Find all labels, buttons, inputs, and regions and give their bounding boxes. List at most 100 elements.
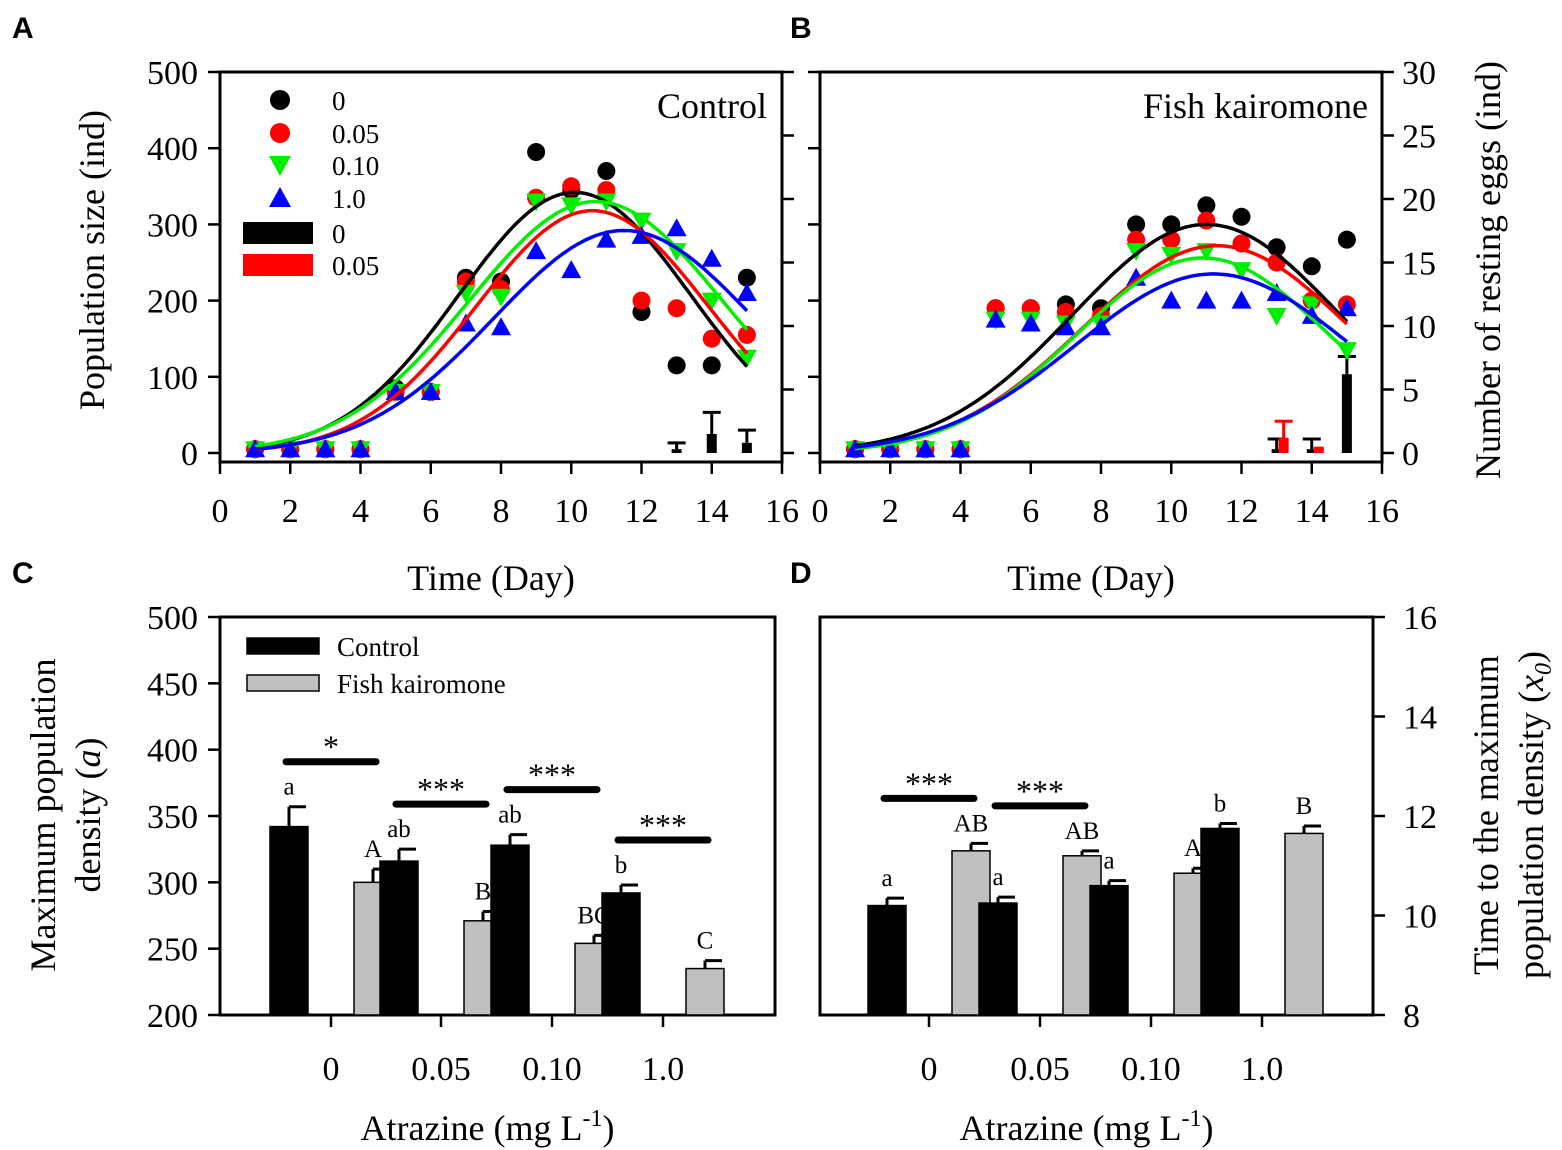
y2-tick-label-b: 0 [1402,436,1419,473]
resting-eggs-bar-b [1313,446,1324,453]
bar-letter-d: a [992,864,1003,891]
data-point-b [1197,196,1216,215]
data-point-a [702,329,721,348]
panel-b: 0 2 4 6 8 10 12 14 16 Time (Day) 0 5 10 15 20 25 30 Fish … [808,55,1436,598]
x-axis-label-b: Time (Day) [1007,558,1175,598]
panel-label-b: B [790,12,812,45]
x-tick-label-a: 10 [554,493,588,530]
x-tick-label-b: 14 [1295,493,1329,530]
data-point-a [280,439,301,458]
legend-label-control: Control [337,632,420,662]
y-tick-label-d: 12 [1403,799,1437,836]
x-tick-label-c: 1.0 [642,1051,685,1088]
data-point-b [1232,207,1251,226]
x-tick-label-a: 8 [493,493,510,530]
fit-curve-a [254,208,749,452]
x-tick-label-a: 16 [765,493,799,530]
bar-c [490,844,530,1016]
x-tick-label-d: 0.05 [1010,1051,1070,1088]
y-tick-label-c: 250 [147,932,198,969]
resting-eggs-bar-b [1278,437,1289,453]
data-point-a [632,291,651,310]
panel-label-c: C [12,557,34,590]
y-tick-label-c: 200 [147,998,198,1035]
significance-stars-c: * [323,729,339,765]
data-point-a [596,229,617,248]
data-point-a [491,317,511,336]
data-point-a [420,382,441,401]
bar-letter-c: a [283,774,294,801]
x-tick-label-a: 6 [422,493,439,530]
significance-stars-d: *** [1016,773,1064,809]
y-axis-label-d-line2: population density (x0) [1511,651,1557,979]
y-tick-label-a: 500 [147,55,198,92]
bar-letter-d: a [1103,848,1114,875]
legend-marker-label: 0.05 [332,119,379,149]
x-tick-label-a: 4 [352,493,369,530]
data-point-a [526,241,547,260]
x-tick-label-b: 10 [1154,493,1188,530]
legend-marker-label: 1.0 [332,184,366,214]
bar-c [601,892,641,1016]
x-tick-label-a: 2 [282,493,299,530]
data-point-a [736,349,757,368]
data-point-a [561,260,582,279]
data-point-b [1266,307,1287,326]
bar-letter-d: a [881,865,892,892]
y-tick-label-c: 450 [147,666,198,703]
y2-tick-label-b: 20 [1402,182,1436,219]
y-tick-label-a: 100 [147,360,198,397]
bar-c [379,860,419,1016]
bar-letter-d: B [1296,793,1313,820]
data-point-b [985,309,1006,328]
y2-tick-label-b: 15 [1402,246,1436,283]
legend-marker-label: 0.10 [332,151,379,181]
x-tick-label-a: 0 [212,493,229,530]
x-tick-label-d: 0.10 [1121,1051,1181,1088]
fit-curve-a [254,228,749,451]
significance-stars-c: *** [639,807,687,843]
x-tick-label-c: 0 [323,1051,340,1088]
x-tick-label-d: 1.0 [1241,1051,1284,1088]
y2-tick-label-b: 5 [1402,373,1419,410]
data-point-b [915,439,936,458]
x-tick-label-a: 14 [695,493,729,530]
y-tick-label-c: 350 [147,799,198,836]
data-point-b [1127,215,1146,234]
resting-eggs-bar-b [1341,374,1352,453]
legend-marker [269,156,291,176]
data-point-a [736,282,757,301]
data-point-b [1020,313,1041,332]
bar-d [978,902,1018,1016]
x-tick-label-b: 16 [1365,493,1399,530]
legend-marker [270,90,290,110]
y-tick-label-d: 14 [1403,700,1437,737]
panel-label-d: D [790,557,812,590]
bar-letter-d: A [1184,835,1202,862]
legend-label-fish: Fish kairomone [337,669,506,699]
x-tick-label-c: 0.05 [411,1051,471,1088]
x-tick-label-d: 0 [921,1051,938,1088]
resting-eggs-bar-a [671,449,682,453]
panel-title-b: Fish kairomone [1143,86,1368,126]
x-tick-label-b: 8 [1093,493,1110,530]
fit-curve-b [854,272,1348,449]
data-point-b [1231,290,1252,309]
legend-marker-label: 0 [332,86,346,116]
x-tick-label-b: 12 [1225,493,1259,530]
data-point-b [1301,296,1322,315]
panel-a: 0 2 4 6 8 10 12 14 16 Time (Day) 0 100 200 300 400 500 C… [147,55,799,598]
legend-c: Control Fish kairomone [246,632,506,699]
data-point-a [315,439,336,458]
legend-swatch-fish [246,674,320,692]
bar-letter-d: b [1214,790,1227,817]
x-tick-label-b: 4 [952,493,969,530]
fit-curve-b [854,256,1349,451]
data-point-b [1197,211,1216,230]
y-tick-label-a: 300 [147,207,198,244]
x-tick-label-a: 12 [625,493,659,530]
x-axis-label-d: Atrazine (mg L-1) [960,1106,1214,1148]
legend-bar-swatch [243,254,313,276]
data-point-a [702,356,721,375]
